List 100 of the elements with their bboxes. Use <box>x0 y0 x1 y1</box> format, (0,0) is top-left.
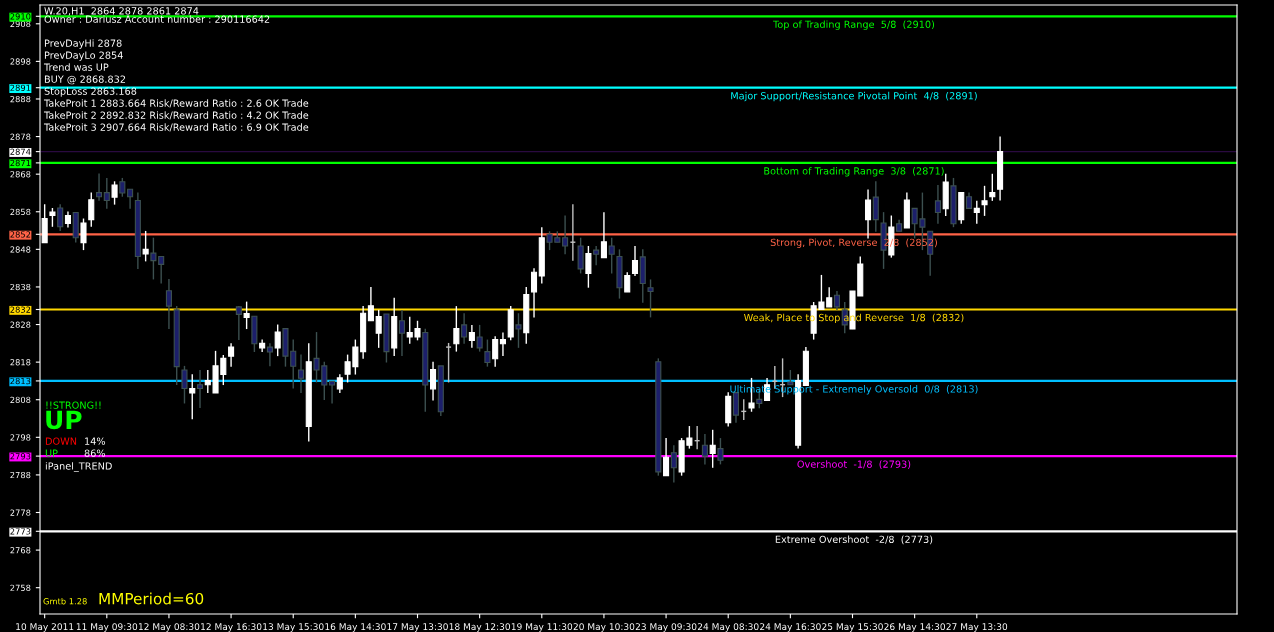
candlestick <box>461 312 468 345</box>
candlestick <box>515 312 522 349</box>
y-tick-label: 2758 <box>10 584 31 591</box>
candlestick <box>142 230 149 263</box>
candlestick <box>57 203 64 232</box>
candlestick <box>181 365 188 405</box>
candlestick <box>530 267 538 319</box>
y-tick-label: 2828 <box>10 321 31 328</box>
annotation: StopLoss 2863.168 <box>44 87 137 97</box>
x-tick-label: 12 May 08:30 <box>138 623 200 632</box>
y-tick-label: 2891 <box>10 84 31 91</box>
candlestick <box>243 300 250 330</box>
x-tick-label: 24 May 08:30 <box>697 623 759 632</box>
y-tick-label: 2852 <box>10 231 31 238</box>
annotation: TakeProit 3 2907.664 Risk/Reward Ratio : 6.9 OK Trade <box>43 123 309 132</box>
candlestick <box>453 305 460 353</box>
candlestick <box>88 191 95 228</box>
y-tick-label: 2793 <box>10 453 31 460</box>
y-tick-label: 2878 <box>10 133 31 140</box>
x-tick-label: 10 May 2011 <box>16 623 74 632</box>
y-tick-label: 2832 <box>10 306 31 313</box>
candlestick <box>631 245 639 277</box>
candlestick <box>600 211 607 259</box>
candlestick <box>266 342 273 367</box>
y-tick-label: 2888 <box>10 95 31 103</box>
annotation: 14% <box>85 437 106 445</box>
y-tick-label: 2871 <box>10 159 31 167</box>
candlestick <box>445 342 452 384</box>
candlestick <box>492 335 499 368</box>
y-tick-label: 2813 <box>10 377 31 385</box>
annotation: PrevDayLo 2854 <box>44 51 123 61</box>
candlestick <box>297 353 305 394</box>
annotation: Owner : Dariusz Account number : 290116642 <box>44 15 270 23</box>
annotation: Trend was UP <box>43 63 109 71</box>
candlestick <box>165 278 172 330</box>
candlestick <box>476 324 483 353</box>
y-tick-label: 2788 <box>10 471 31 479</box>
y-tick-label: 2858 <box>10 208 31 216</box>
candlestick <box>608 237 615 275</box>
candlestick <box>375 309 382 349</box>
ref-line-label: Major Support/Resistance Pivotal Point 4/8 (2891) <box>731 91 977 102</box>
ref-line-label: Extreme Overshoot -2/8 (2773) <box>775 535 933 545</box>
x-tick-label: 13 May 15:30 <box>263 623 324 632</box>
candlestick <box>127 188 134 210</box>
candlestick <box>989 173 996 202</box>
candlestick <box>717 437 724 466</box>
candlestick <box>95 172 103 202</box>
ref-line-label: Overshoot -1/8 (2793) <box>797 460 911 469</box>
candlestick <box>336 373 343 394</box>
x-tick-label: 11 May 09:30 <box>76 623 138 632</box>
candlestick <box>49 207 56 228</box>
chart-title: W.20,H1 2864 2878 2861 2874 <box>44 7 199 16</box>
x-tick-label: 27 May 13:30 <box>946 623 1008 632</box>
candlestick <box>593 245 600 266</box>
x-tick-label: 12 May 16:30 <box>201 623 262 632</box>
y-tick-label: 2808 <box>10 396 31 404</box>
candlestick <box>111 180 118 206</box>
candlestick <box>732 391 740 424</box>
candlestick <box>624 271 631 293</box>
candlestick <box>274 323 281 357</box>
candlestick <box>577 237 584 275</box>
annotation: TakeProit 1 2883.664 Risk/Reward Ratio : 2.6 OK Trade <box>43 99 309 108</box>
y-tick-label: 2818 <box>10 359 31 366</box>
candlestick <box>228 342 235 368</box>
y-tick-label: 2798 <box>10 434 31 441</box>
candlestick <box>430 361 437 402</box>
candlestick <box>562 214 569 255</box>
candlestick <box>585 245 592 289</box>
y-tick-label: 2908 <box>10 20 31 28</box>
y-tick-label: 2838 <box>10 283 31 291</box>
y-tick-label: 2848 <box>10 246 31 253</box>
candlestick <box>235 305 242 341</box>
candlestick <box>80 217 87 251</box>
ref-line-label: Bottom of Trading Range 3/8 (2871) <box>764 167 944 177</box>
candlestick <box>398 309 406 357</box>
x-tick-label: 16 May 14:30 <box>325 623 386 632</box>
candlestick <box>670 444 677 484</box>
x-tick-label: 23 May 09:30 <box>635 623 697 632</box>
y-tick-label: 2778 <box>10 509 31 516</box>
candlestick <box>189 373 196 420</box>
candlestick <box>709 429 716 469</box>
x-tick-label: 20 May 10:30 <box>573 623 635 632</box>
candlestick <box>468 324 475 349</box>
annotation: Gmtb 1.28 <box>43 597 87 605</box>
annotation: BUY @ 2868.832 <box>44 75 126 85</box>
x-tick-label: 24 May 16:30 <box>760 623 821 632</box>
candlestick <box>872 180 879 233</box>
x-tick-label: 19 May 11:30 <box>511 623 573 632</box>
annotation: DOWN <box>45 437 77 445</box>
y-tick-label: 2898 <box>10 58 31 65</box>
x-tick-label: 18 May 12:30 <box>449 623 510 632</box>
annotation: PrevDayHi 2878 <box>44 39 122 49</box>
candlestick <box>367 286 374 322</box>
y-tick-label: 2874 <box>10 148 31 155</box>
candlestick <box>864 188 872 240</box>
ref-line-label: Top of Trading Range 5/8 (2910) <box>773 20 935 30</box>
candlestick <box>701 433 708 466</box>
x-tick-label: 17 May 13:30 <box>387 623 448 632</box>
candlestick <box>119 177 126 198</box>
y-tick-label: 2868 <box>10 171 31 178</box>
